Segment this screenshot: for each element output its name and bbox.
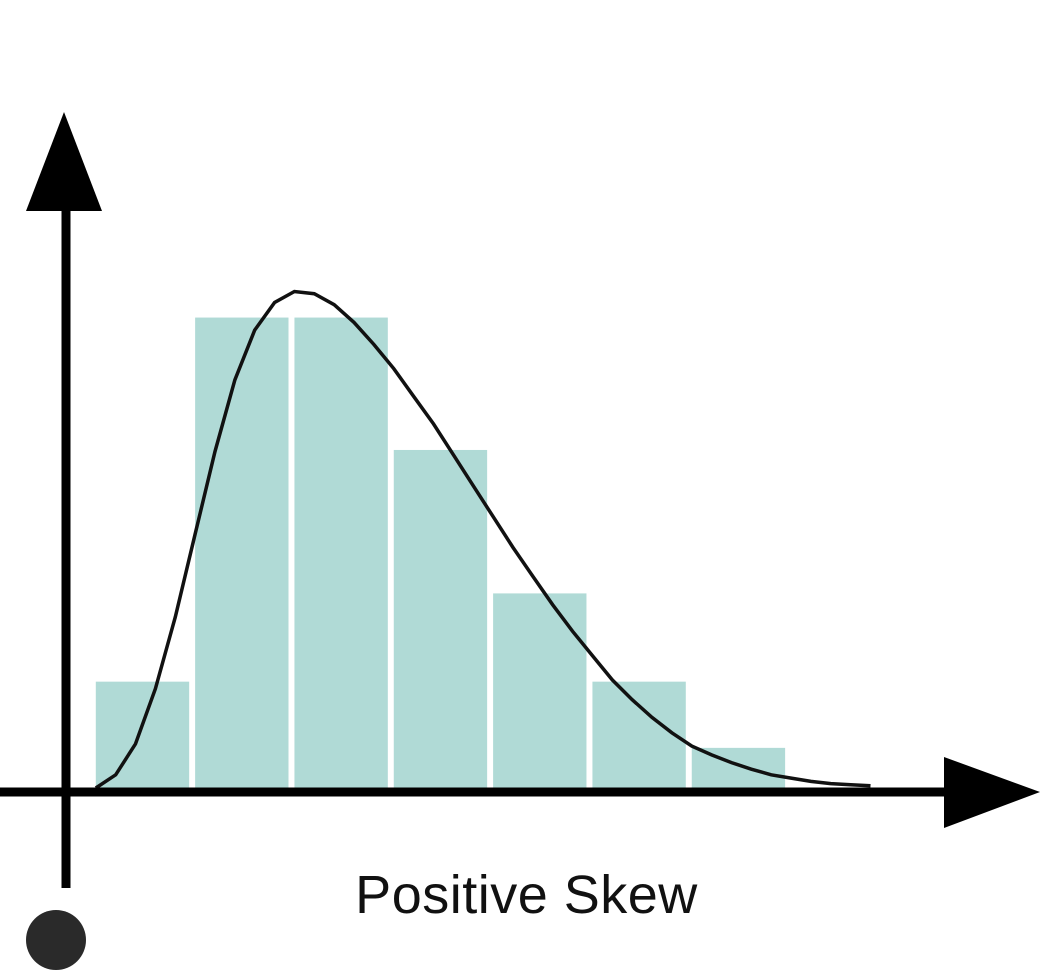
density-curve xyxy=(94,289,871,790)
bar-3 xyxy=(294,317,388,788)
x-axis-arrowhead xyxy=(944,757,1040,828)
bar-1 xyxy=(95,681,190,788)
bar-2 xyxy=(195,317,289,788)
positive-skew-chart xyxy=(0,112,1040,888)
bar-5 xyxy=(493,593,587,788)
corner-badge xyxy=(26,910,86,970)
bar-6 xyxy=(592,681,686,788)
y-axis-arrowhead xyxy=(26,112,102,211)
bar-4 xyxy=(393,449,488,788)
chart-title: Positive Skew xyxy=(355,865,698,925)
histogram-bars xyxy=(95,317,786,788)
